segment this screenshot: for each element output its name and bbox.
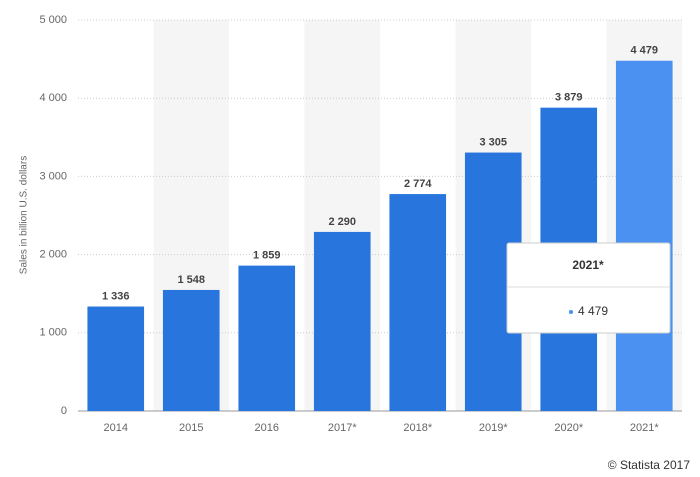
tooltip-dot xyxy=(569,310,573,314)
x-tick-label: 2017* xyxy=(328,422,357,434)
y-tick-label: 0 xyxy=(61,405,67,417)
value-label: 1 548 xyxy=(177,274,205,286)
value-label: 4 479 xyxy=(630,45,658,57)
bar xyxy=(615,60,673,412)
tooltip-value: 4 479 xyxy=(578,304,608,318)
x-tick-label: 2015 xyxy=(179,422,203,434)
value-label: 2 290 xyxy=(328,216,356,228)
tooltip-title: 2021* xyxy=(572,258,604,272)
tooltip-box xyxy=(506,242,671,334)
value-label: 1 859 xyxy=(253,250,281,262)
x-tick-label: 2020* xyxy=(554,422,583,434)
bar xyxy=(162,289,220,411)
y-tick-label: 1 000 xyxy=(39,327,67,339)
value-label: 1 336 xyxy=(102,290,130,302)
bar xyxy=(313,231,371,411)
x-tick-label: 2021* xyxy=(630,422,659,434)
x-tick-label: 2018* xyxy=(403,422,432,434)
bar xyxy=(238,265,296,411)
credit: © Statista 2017 xyxy=(608,458,691,472)
value-label: 2 774 xyxy=(404,178,432,190)
x-tick-label: 2014 xyxy=(104,422,128,434)
x-tick-label: 2019* xyxy=(479,422,508,434)
bar xyxy=(87,306,145,411)
value-label: 3 879 xyxy=(555,92,583,104)
y-axis-label: Sales in billion U.S. dollars xyxy=(19,156,30,274)
x-tick-label: 2016 xyxy=(255,422,279,434)
y-tick-label: 3 000 xyxy=(39,170,67,182)
y-tick-label: 5 000 xyxy=(39,14,67,26)
y-tick-label: 2 000 xyxy=(39,249,67,261)
value-label: 3 305 xyxy=(479,136,507,148)
y-tick-label: 4 000 xyxy=(39,92,67,104)
bar xyxy=(389,194,447,411)
